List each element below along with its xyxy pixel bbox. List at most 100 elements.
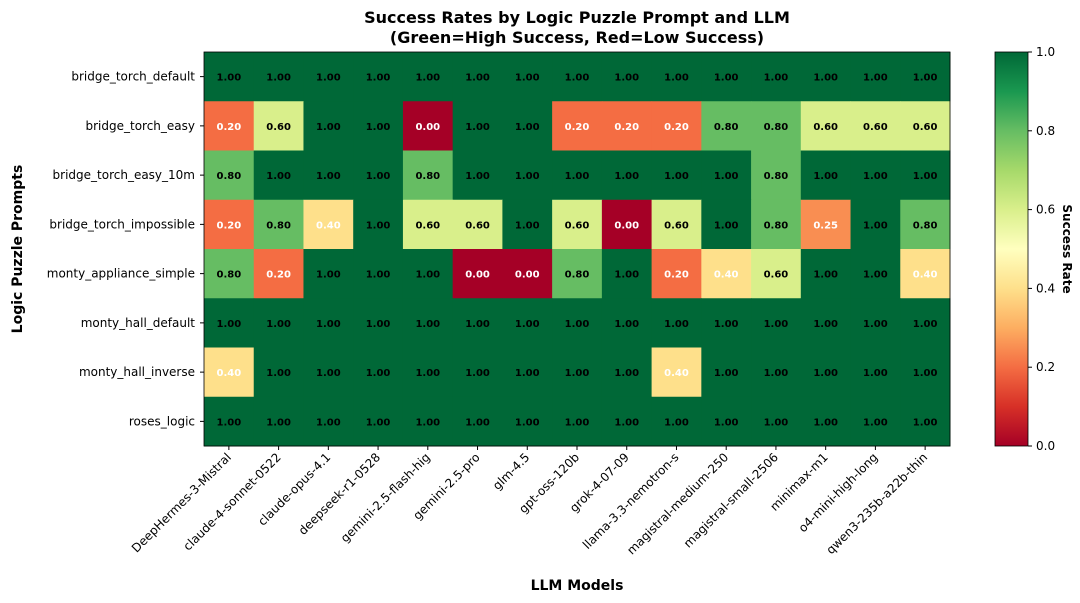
- heatmap-cell: [850, 150, 901, 201]
- cell-value-label: 1.00: [614, 73, 639, 84]
- cell-value-label: 1.00: [316, 368, 341, 379]
- heatmap-cell: [303, 52, 354, 102]
- heatmap-cell: [601, 298, 653, 348]
- cell-value-label: 0.80: [764, 122, 789, 133]
- x-tick-label: qwen3-235b-a22b-thin: [823, 450, 930, 557]
- y-tick-label: bridge_torch_default: [71, 70, 195, 84]
- heatmap-cell: [601, 101, 653, 151]
- heatmap-cell: [751, 52, 802, 102]
- heatmap-cell: [452, 249, 503, 299]
- cell-value-label: 1.00: [863, 220, 888, 231]
- cell-value-label: 1.00: [863, 73, 888, 84]
- y-tick-labels: bridge_torch_default bridge_torch_easybri…: [47, 70, 204, 428]
- cell-value-label: 1.00: [913, 73, 938, 84]
- cell-value-label: 0.00: [614, 220, 639, 231]
- heatmap-cell: [651, 199, 702, 250]
- cell-value-label: 0.80: [565, 270, 590, 281]
- cell-value-label: 1.00: [813, 73, 838, 84]
- cell-value-label: 0.00: [465, 270, 490, 281]
- cell-value-label: 0.40: [664, 368, 689, 379]
- cell-value-label: 1.00: [465, 73, 490, 84]
- heatmap-cell: [552, 347, 603, 398]
- heatmap-cell: [601, 347, 653, 398]
- cell-value-label: 1.00: [465, 319, 490, 330]
- heatmap-cell: [800, 298, 852, 348]
- cell-value-label: 1.00: [515, 319, 540, 330]
- heatmap-cell: [850, 347, 901, 398]
- cell-value-label: 1.00: [664, 319, 689, 330]
- cell-value-label: 1.00: [415, 417, 440, 428]
- heatmap-cell: [353, 249, 404, 299]
- cell-value-label: 1.00: [316, 122, 341, 133]
- cell-value-label: 0.00: [515, 270, 540, 281]
- cell-value-label: 1.00: [863, 171, 888, 182]
- heatmap-cell: [402, 298, 454, 348]
- cell-value-label: 1.00: [366, 417, 391, 428]
- heatmap-cell: [800, 101, 852, 151]
- x-tick-label: DeepHermes-3-Mistral: [129, 450, 234, 555]
- cell-value-label: 1.00: [515, 171, 540, 182]
- heatmap-cell: [651, 298, 702, 348]
- heatmap-cell: [701, 298, 752, 348]
- cell-value-label: 1.00: [316, 73, 341, 84]
- heatmap-cell: [552, 298, 603, 348]
- heatmap-cell: [502, 101, 553, 151]
- cell-value-label: 1.00: [614, 270, 639, 281]
- cell-value-label: 0.60: [415, 220, 440, 231]
- cell-value-label: 1.00: [217, 73, 242, 84]
- cell-value-label: 1.00: [217, 417, 242, 428]
- heatmap-cell: [204, 396, 255, 447]
- cell-value-label: 0.20: [565, 122, 590, 133]
- heatmap-cell: [204, 249, 255, 299]
- cell-value-label: 1.00: [913, 417, 938, 428]
- cell-value-label: 0.40: [217, 368, 242, 379]
- y-tick-label: bridge_torch_easy: [85, 119, 195, 133]
- heatmap-cell: [900, 249, 951, 299]
- x-tick-label: gemini-2.5-flash-hig: [338, 450, 433, 545]
- heatmap-cell: [253, 298, 304, 348]
- heatmap-cell: [204, 52, 255, 102]
- cell-value-label: 1.00: [465, 122, 490, 133]
- heatmap-cell: [353, 199, 404, 250]
- heatmap-cell: [651, 150, 702, 201]
- heatmap-cell: [253, 150, 304, 201]
- heatmap-cell: [800, 199, 852, 250]
- heatmap-cell: [800, 347, 852, 398]
- heatmap-cell: [402, 52, 454, 102]
- heatmap-cell: [800, 396, 852, 447]
- cell-value-label: 1.00: [316, 270, 341, 281]
- x-tick-label: llama-3.3-nemotron-s: [580, 450, 682, 552]
- heatmap-cell: [751, 101, 802, 151]
- colorbar-ticks: 0.0 0.2 0.4 0.6 0.8 1.0: [1028, 45, 1055, 453]
- heatmap-cell: [502, 298, 553, 348]
- heatmap-cell: [452, 199, 503, 250]
- colorbar-tick-label: 0.2: [1036, 360, 1055, 374]
- heatmap-cell: [502, 396, 553, 447]
- cell-value-label: 0.80: [217, 171, 242, 182]
- cell-value-label: 1.00: [515, 73, 540, 84]
- heatmap-cell: [502, 52, 553, 102]
- heatmap-cell: [701, 396, 752, 447]
- chart-subtitle: (Green=High Success, Red=Low Success): [390, 28, 764, 47]
- heatmap-cell: [900, 298, 951, 348]
- heatmap-cell: [452, 396, 503, 447]
- y-tick-label: bridge_torch_impossible: [49, 217, 195, 231]
- heatmap-cell: [651, 101, 702, 151]
- heatmap-cell: [204, 298, 255, 348]
- heatmap-cell: [402, 396, 454, 447]
- cell-value-label: 0.20: [664, 270, 689, 281]
- cell-value-label: 1.00: [316, 319, 341, 330]
- cell-value-label: 1.00: [714, 73, 739, 84]
- heatmap-cell: [751, 249, 802, 299]
- cell-value-label: 1.00: [714, 319, 739, 330]
- cell-value-label: 1.00: [515, 122, 540, 133]
- cell-value-label: 1.00: [415, 270, 440, 281]
- cell-value-label: 1.00: [266, 368, 291, 379]
- heatmap-cell: [402, 101, 454, 151]
- cell-value-label: 0.60: [863, 122, 888, 133]
- heatmap-cell: [303, 150, 354, 201]
- cell-value-label: 1.00: [415, 73, 440, 84]
- heatmap-cell: [452, 298, 503, 348]
- heatmap-cell: [601, 249, 653, 299]
- cell-value-label: 0.80: [764, 171, 789, 182]
